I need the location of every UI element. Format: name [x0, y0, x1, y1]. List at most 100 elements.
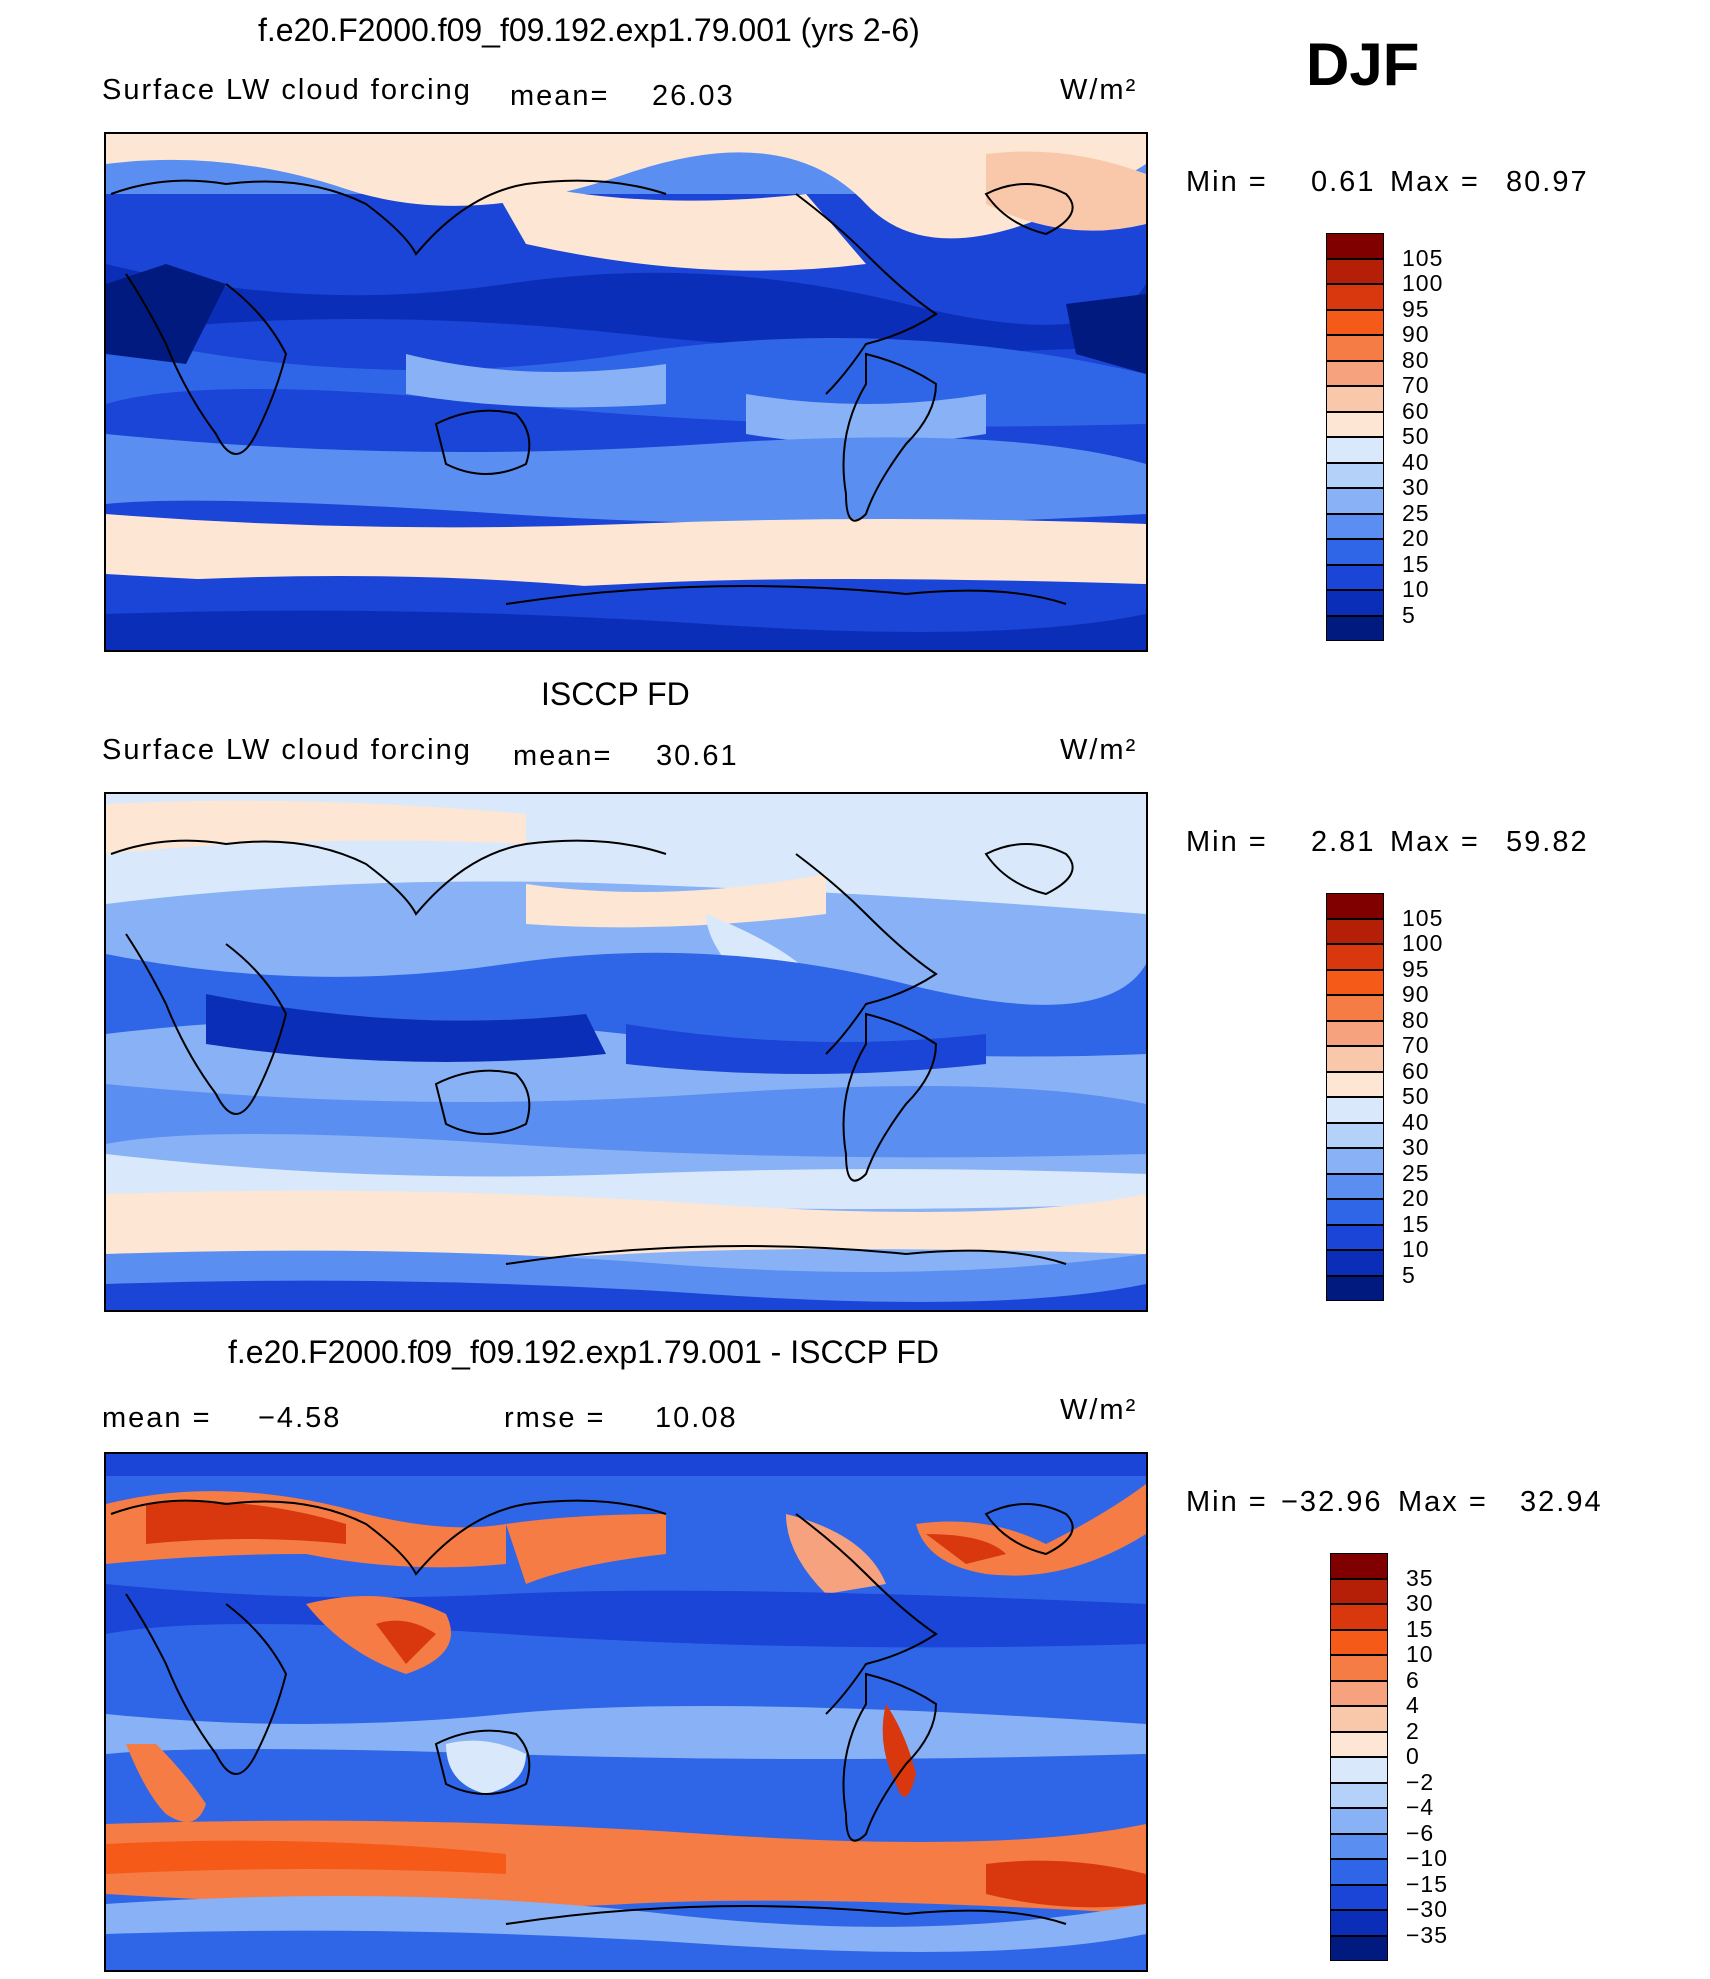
colorbar-swatch — [1330, 1655, 1388, 1681]
colorbar-swatch — [1330, 1935, 1388, 1961]
colorbar-label: 50 — [1402, 423, 1430, 449]
panel1-max-label: Max = — [1390, 166, 1480, 198]
colorbar-swatch — [1326, 564, 1384, 590]
colorbar-swatch — [1326, 335, 1384, 361]
colorbar-swatch — [1330, 1604, 1388, 1630]
colorbar-label: 30 — [1406, 1590, 1434, 1616]
panel3-mean-value: −4.58 — [258, 1402, 342, 1434]
colorbar-label: 80 — [1402, 1006, 1430, 1033]
colorbar-label: 20 — [1402, 525, 1430, 551]
colorbar-swatch — [1330, 1859, 1388, 1885]
colorbar-swatch — [1326, 1275, 1384, 1301]
colorbar-label: 6 — [1406, 1666, 1420, 1693]
panel2-mean-label: mean= — [513, 740, 613, 772]
colorbar-swatch — [1326, 1250, 1384, 1276]
colorbar-swatch — [1326, 462, 1384, 488]
colorbar-label: −4 — [1406, 1794, 1435, 1820]
panel1-mean-value: 26.03 — [652, 80, 735, 112]
panel3-max-value: 32.94 — [1520, 1486, 1603, 1518]
panel3-map — [104, 1452, 1148, 1972]
panel3-map-graphic — [106, 1454, 1146, 1970]
panel2-units: W/m² — [1060, 734, 1138, 766]
colorbar-swatch — [1326, 1148, 1384, 1174]
colorbar-swatch — [1326, 893, 1384, 919]
colorbar-label: 0 — [1406, 1743, 1420, 1769]
colorbar-label: 40 — [1402, 1108, 1430, 1135]
colorbar-swatch — [1326, 1173, 1384, 1199]
colorbar-label: 25 — [1402, 1159, 1430, 1186]
panel2-max-label: Max = — [1390, 826, 1480, 858]
colorbar-label: 50 — [1402, 1083, 1430, 1109]
panel1-map — [104, 132, 1148, 652]
colorbar-swatch — [1330, 1808, 1388, 1834]
panel3-title: f.e20.F2000.f09_f09.192.exp1.79.001 - IS… — [228, 1334, 939, 1370]
panel2-max-value: 59.82 — [1506, 826, 1589, 858]
colorbar-swatch — [1326, 437, 1384, 463]
colorbar-swatch — [1326, 995, 1384, 1021]
colorbar-label: 15 — [1406, 1615, 1434, 1642]
colorbar-swatch — [1330, 1706, 1388, 1732]
colorbar-swatch — [1326, 1122, 1384, 1148]
colorbar-swatch — [1330, 1578, 1388, 1604]
season-label: DJF — [1306, 31, 1420, 98]
colorbar-swatch — [1326, 969, 1384, 995]
colorbar-swatch — [1326, 590, 1384, 616]
colorbar-label: 90 — [1402, 981, 1430, 1007]
colorbar-label: 80 — [1402, 346, 1430, 373]
colorbar-swatch — [1330, 1833, 1388, 1859]
panel3-rmse-label: rmse = — [504, 1402, 606, 1434]
colorbar-swatch — [1326, 1224, 1384, 1250]
colorbar-label: 70 — [1402, 372, 1430, 398]
colorbar-label: 25 — [1402, 499, 1430, 526]
colorbar-label: 10 — [1406, 1641, 1434, 1667]
colorbar-label: −35 — [1406, 1921, 1449, 1948]
panel3-rmse-value: 10.08 — [655, 1402, 738, 1434]
colorbar-label: 15 — [1402, 1210, 1430, 1237]
panel1-title: f.e20.F2000.f09_f09.192.exp1.79.001 (yrs… — [258, 12, 920, 48]
colorbar-swatch — [1326, 539, 1384, 565]
panel3-mean-label: mean = — [102, 1402, 212, 1434]
colorbar-swatch — [1330, 1884, 1388, 1910]
panel2-min-value: 2.81 — [1311, 826, 1376, 858]
colorbar-label: 20 — [1402, 1185, 1430, 1211]
colorbar-swatch — [1326, 615, 1384, 641]
colorbar-label: 10 — [1402, 1236, 1430, 1262]
colorbar-swatch — [1326, 233, 1384, 259]
colorbar-swatch — [1330, 1553, 1388, 1579]
colorbar-label: 30 — [1402, 474, 1430, 500]
colorbar-label: 40 — [1402, 448, 1430, 475]
colorbar-label: 100 — [1402, 270, 1444, 296]
panel2-mean-value: 30.61 — [656, 740, 739, 772]
panel2-map-graphic — [106, 794, 1146, 1310]
colorbar-swatch — [1326, 258, 1384, 284]
colorbar-swatch — [1326, 1199, 1384, 1225]
colorbar-swatch — [1326, 386, 1384, 412]
panel3-units: W/m² — [1060, 1394, 1138, 1426]
colorbar-swatch — [1326, 360, 1384, 386]
panel3-min-value: −32.96 — [1281, 1486, 1383, 1518]
colorbar-swatch — [1326, 944, 1384, 970]
colorbar-swatch — [1330, 1782, 1388, 1808]
colorbar-swatch — [1326, 488, 1384, 514]
panel1-units: W/m² — [1060, 74, 1138, 106]
colorbar-label: −6 — [1406, 1819, 1435, 1846]
panel2-min-label: Min = — [1186, 826, 1268, 858]
colorbar-swatch — [1326, 284, 1384, 310]
colorbar-label: 2 — [1406, 1717, 1420, 1744]
colorbar-label: 95 — [1402, 955, 1430, 982]
colorbar-label: 60 — [1402, 397, 1430, 424]
colorbar-swatch — [1326, 1071, 1384, 1097]
panel2-subtitle: Surface LW cloud forcing — [102, 734, 472, 766]
panel3-max-label: Max = — [1398, 1486, 1488, 1518]
colorbar-swatch — [1330, 1680, 1388, 1706]
colorbar-swatch — [1330, 1910, 1388, 1936]
colorbar-label: 105 — [1402, 244, 1444, 271]
colorbar-label: −2 — [1406, 1768, 1435, 1795]
colorbar-swatch — [1326, 1097, 1384, 1123]
colorbar-swatch — [1330, 1757, 1388, 1783]
colorbar-label: 60 — [1402, 1057, 1430, 1084]
panel1-subtitle: Surface LW cloud forcing — [102, 74, 472, 106]
colorbar-label: −10 — [1406, 1845, 1449, 1871]
panel1-min-label: Min = — [1186, 166, 1268, 198]
colorbar-label: 90 — [1402, 321, 1430, 347]
